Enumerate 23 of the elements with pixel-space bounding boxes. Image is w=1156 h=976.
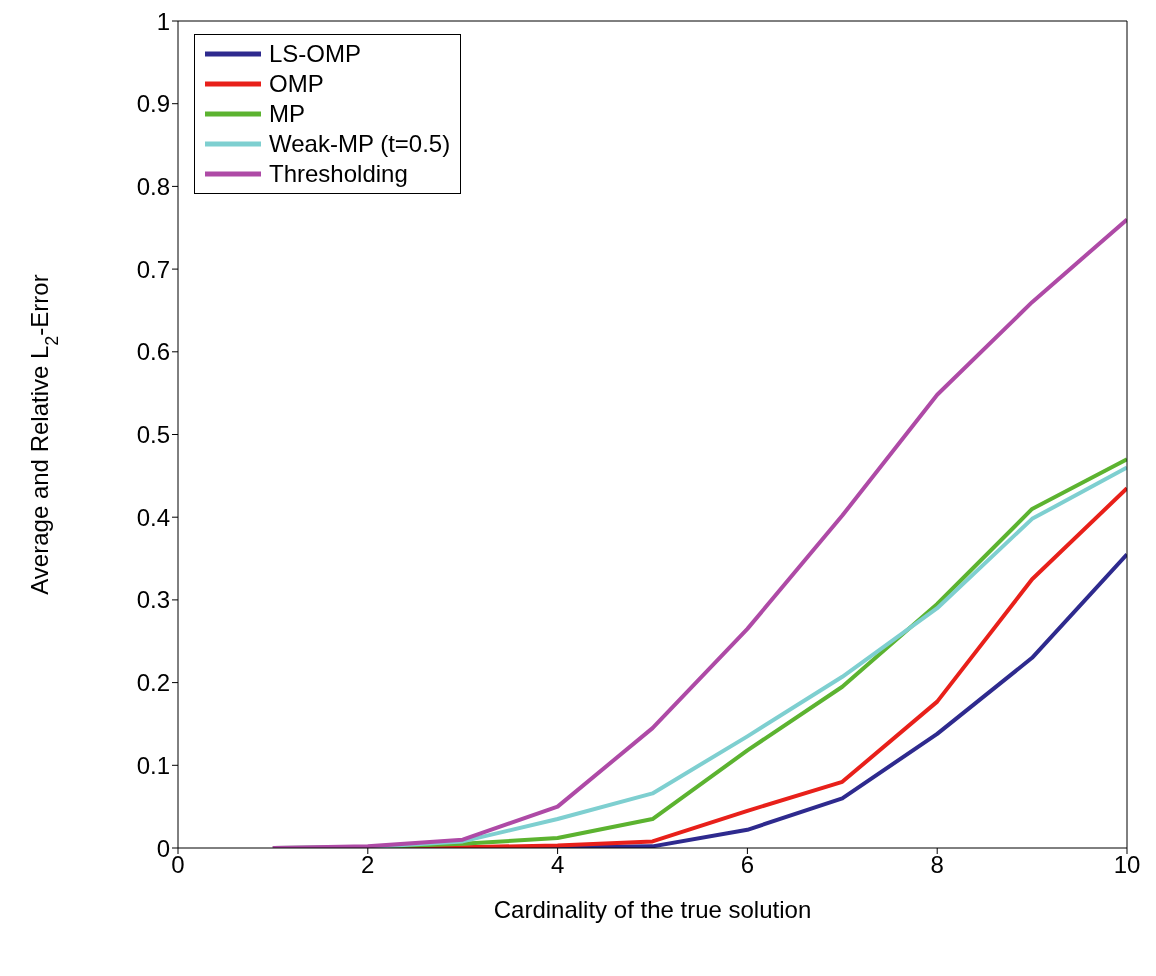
x-tick-label: 8 (930, 851, 944, 879)
x-tick-label: 10 (1113, 851, 1141, 879)
x-tick-label: 6 (740, 851, 755, 879)
x-axis-title: Cardinality of the true solution (493, 896, 812, 923)
y-tick-label: 1 (156, 7, 170, 35)
legend-label: OMP (269, 69, 324, 99)
y-tick-label: 0.9 (136, 90, 170, 118)
y-tick-label: 0.3 (136, 586, 170, 614)
y-tick-label: 0.2 (136, 669, 170, 697)
legend-label: Thresholding (269, 159, 408, 189)
legend-label: Weak-MP (t=0.5) (269, 129, 451, 159)
y-tick-label: 0.5 (136, 421, 170, 449)
y-tick-label: 0.7 (136, 255, 170, 283)
y-tick-label: 0.1 (136, 751, 170, 779)
y-tick-label: 0 (156, 834, 170, 862)
legend-label: LS-OMP (269, 39, 362, 69)
y-tick-label: 0.6 (136, 338, 170, 366)
x-tick-label: 4 (550, 851, 565, 879)
line-series (270, 217, 1127, 848)
x-tick-label: 2 (361, 851, 375, 879)
y-tick-label: 0.4 (136, 503, 170, 531)
legend-label: MP (269, 99, 305, 129)
y-tick-label: 0.8 (136, 172, 170, 200)
